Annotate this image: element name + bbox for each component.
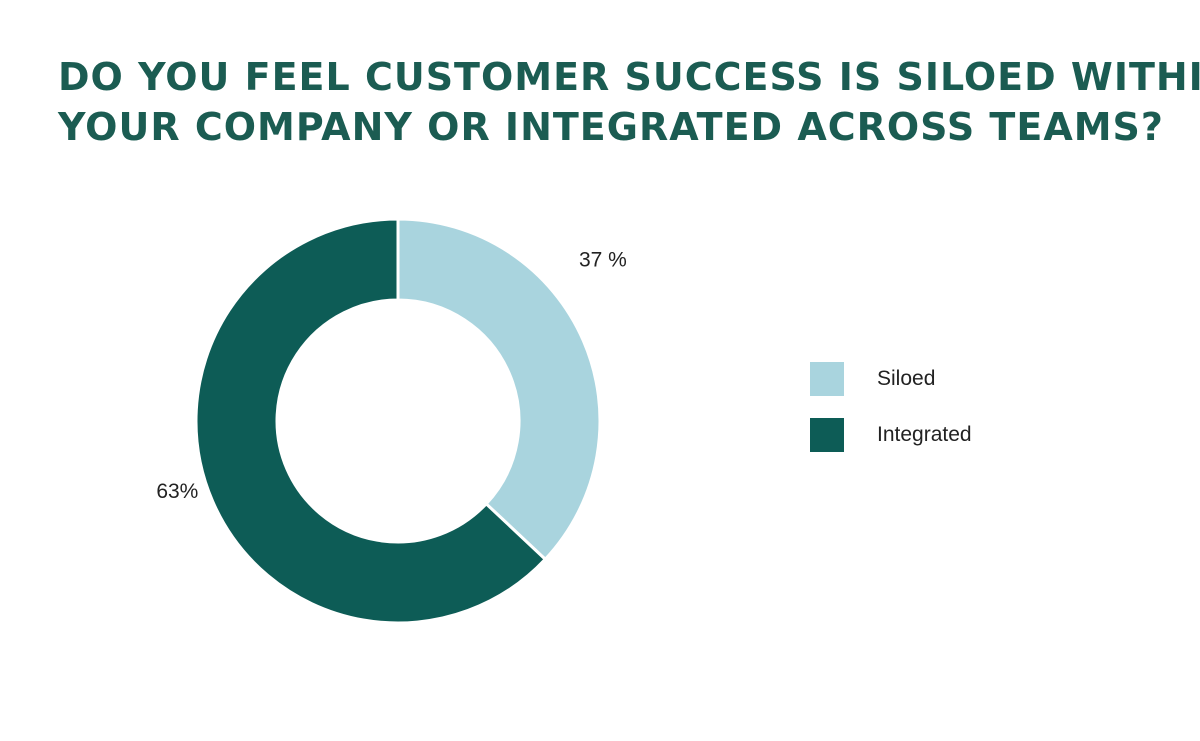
legend-label-integrated: Integrated — [877, 423, 972, 446]
data-label-siloed: 37 % — [579, 248, 627, 271]
data-label-integrated: 63% — [156, 480, 198, 503]
chart-title-line-2: YOUR COMPANY OR INTEGRATED ACROSS TEAMS? — [58, 105, 1164, 149]
legend-label-siloed: Siloed — [877, 367, 936, 390]
donut-slice-siloed — [396, 217, 602, 562]
chart-title: DO YOU FEEL CUSTOMER SUCCESS IS SILOED W… — [58, 52, 1200, 152]
donut-slice-integrated — [194, 217, 548, 625]
legend-swatch-integrated — [810, 418, 844, 452]
legend-swatch-siloed — [810, 362, 844, 396]
legend-item-integrated: Integrated — [810, 418, 972, 452]
legend-item-siloed: Siloed — [810, 362, 972, 396]
legend: Siloed Integrated — [810, 362, 972, 474]
chart-title-line-1: DO YOU FEEL CUSTOMER SUCCESS IS SILOED W… — [58, 55, 1200, 99]
